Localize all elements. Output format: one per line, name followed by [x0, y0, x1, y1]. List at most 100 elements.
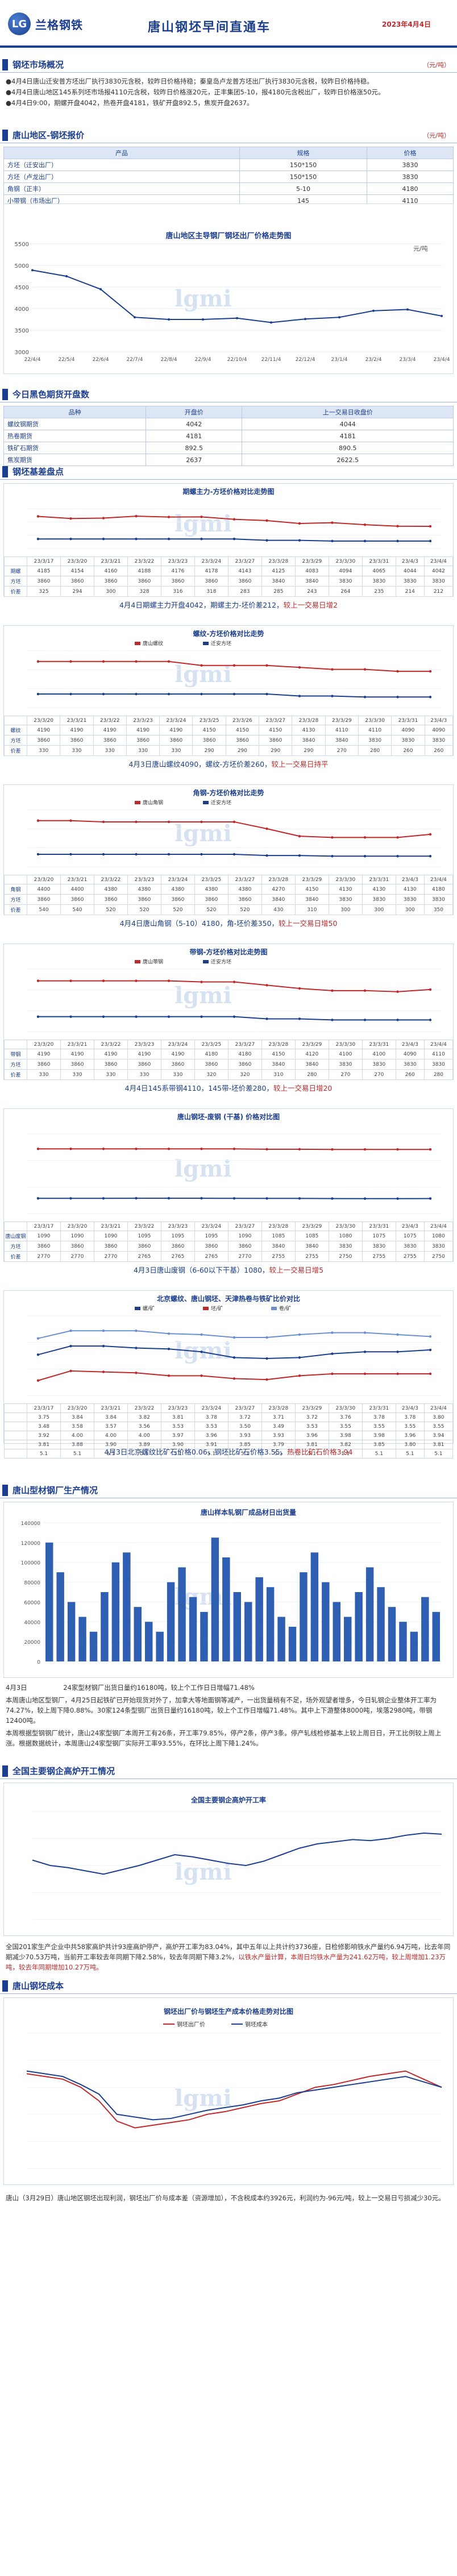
section-title-basis: 钢坯基差盘点	[0, 464, 457, 480]
row-label	[4, 1403, 27, 1413]
basis5-data-table: 23/3/17 23/3/20 23/3/21 23/3/22 23/3/23 23/3/…	[4, 1221, 454, 1262]
section-title-cost: 唐山钢坯成本	[0, 1978, 457, 1994]
table-cell: 310	[261, 1069, 296, 1080]
table-cell: 3860	[127, 1241, 161, 1252]
data-point	[298, 1197, 301, 1200]
data-point	[167, 660, 171, 663]
table-cell: 3.50	[227, 1422, 262, 1431]
table-cell: 23/3/22	[93, 1040, 128, 1049]
data-point	[232, 1356, 236, 1359]
table-cell: 23/3/22	[93, 875, 128, 884]
table-cell: 4181	[242, 430, 454, 442]
table-cell: 260	[391, 745, 425, 756]
table-cell: 4180	[194, 1049, 228, 1060]
caption-text: 4月3日唐山螺纹4090，螺纹-方坯价差260，	[128, 760, 272, 768]
basis5-caption: 4月3日唐山废钢（6-60以下干基）1080，较上一交易日增5	[0, 1264, 457, 1275]
data-point	[331, 836, 334, 839]
table-row: 方坯 3860 3860 3860 3860 3860 3860 3860 3840 3840 38…	[4, 894, 454, 905]
table-cell: 3860	[93, 894, 128, 905]
row-label: 价差	[4, 904, 27, 915]
data-point	[232, 538, 236, 541]
table-cell: 1090	[27, 1231, 61, 1241]
bullet-item: ●4月4日唐山迁安普方坯出厂执行3830元含税，较昨日价格持稳；秦皇岛卢龙普方坯…	[6, 77, 373, 85]
table-cell: 3860	[127, 894, 161, 905]
table-cell: 2765	[127, 1251, 161, 1262]
bar	[244, 1602, 252, 1661]
table-cell: 520	[127, 904, 161, 915]
table-cell: 焦炭期货	[3, 454, 147, 466]
legend-swatch	[203, 642, 209, 645]
table-cell: 4065	[362, 566, 396, 576]
table-cell: 1095	[194, 1231, 228, 1241]
table-cell: 270	[328, 1069, 363, 1080]
table-cell: 23/3/22	[93, 716, 127, 725]
table-cell: 5.1	[27, 1449, 61, 1459]
table-cell: 4150	[261, 1049, 296, 1060]
data-point	[200, 664, 203, 667]
data-point	[363, 1372, 367, 1376]
table-cell: 3.53	[294, 1422, 329, 1431]
table-cell: 23/3/25	[192, 716, 226, 725]
table-cell: 23/3/30	[328, 875, 363, 884]
table-row: 价差 330 330 330 330 330 290 290 290 290 270 280 260 26…	[4, 745, 454, 756]
production-chart-axes: 140000 120000 100000 80000 60000 40000 20000 0	[21, 1521, 442, 1665]
logo-mark-icon: LG	[8, 13, 31, 35]
bar	[89, 1631, 98, 1661]
data-point	[36, 1353, 40, 1356]
data-point	[135, 1196, 138, 1200]
table-cell: 2770	[27, 1251, 61, 1262]
section-marker-icon	[2, 1980, 8, 1992]
table-cell: 3860	[194, 894, 228, 905]
cost-paragraph: 唐山（3月29日）唐山地区钢坯出现利润，钢坯出厂价与成本差（资源增加），不含税成…	[6, 2194, 445, 2202]
row-label	[4, 875, 27, 884]
table-cell: 3840	[292, 735, 326, 746]
data-point	[429, 1372, 432, 1376]
table-cell: 2637	[146, 454, 243, 466]
data-point	[298, 539, 301, 542]
table-cell: 23/4/3	[395, 1403, 425, 1413]
table-header-row: 23/3/17 23/3/20 23/3/21 23/3/22 23/3/23 23/3/…	[4, 1403, 454, 1413]
y-tick-label: 5000	[15, 263, 29, 269]
data-point	[298, 1374, 301, 1377]
data-point	[396, 855, 399, 858]
table-cell: 430	[261, 904, 296, 915]
table-cell: 23/4/3	[395, 1221, 425, 1231]
table-cell: 4130	[395, 884, 425, 895]
bar	[45, 1542, 53, 1661]
data-point	[135, 692, 138, 696]
data-point	[69, 819, 72, 822]
watermark-text: lgmi	[175, 285, 232, 312]
data-point	[298, 1356, 301, 1359]
watermark-text: lgmi	[175, 982, 232, 1009]
row-label: 带钢	[4, 1049, 27, 1060]
production-paragraph: 本周唐山地区型钢厂，4月25日起铁矿已开始现货对外了，加拿大等地面钢等减产，一出…	[6, 1696, 437, 1725]
series-line	[26, 2070, 442, 2121]
production-caption: 4月3日 24家型材钢厂出货日量约16180吨，较上个工作日日增幅71.48%	[6, 1682, 452, 1693]
table-cell: 330	[60, 745, 94, 756]
table-cell: 螺纹钢期货	[3, 418, 147, 430]
table-cell: 520	[227, 904, 262, 915]
data-point	[69, 517, 72, 520]
data-point	[135, 1372, 138, 1374]
table-cell: 330	[60, 1069, 94, 1080]
table-cell: 260	[424, 745, 454, 756]
data-point	[396, 1197, 399, 1200]
data-point	[429, 525, 432, 528]
data-point	[232, 1336, 236, 1339]
row-label: 期螺	[4, 566, 27, 576]
data-point	[265, 519, 268, 522]
data-point	[69, 1015, 72, 1018]
table-cell: 方坯（迁安出厂）	[3, 159, 240, 171]
table-cell: 3830	[423, 576, 454, 587]
data-point	[363, 539, 367, 543]
table-cell: 4090	[424, 725, 454, 736]
table-cell: 4094	[328, 566, 363, 576]
data-point	[135, 820, 138, 824]
legend-label: 迁安方坯	[211, 640, 231, 647]
table-cell: 4190	[159, 725, 193, 736]
data-point	[135, 514, 138, 518]
data-point	[36, 979, 40, 982]
table-row: 价差 540 540 520 520 520 520 520 430 310 300 300 300 35…	[4, 904, 454, 915]
table-cell: 3.72	[227, 1412, 262, 1422]
